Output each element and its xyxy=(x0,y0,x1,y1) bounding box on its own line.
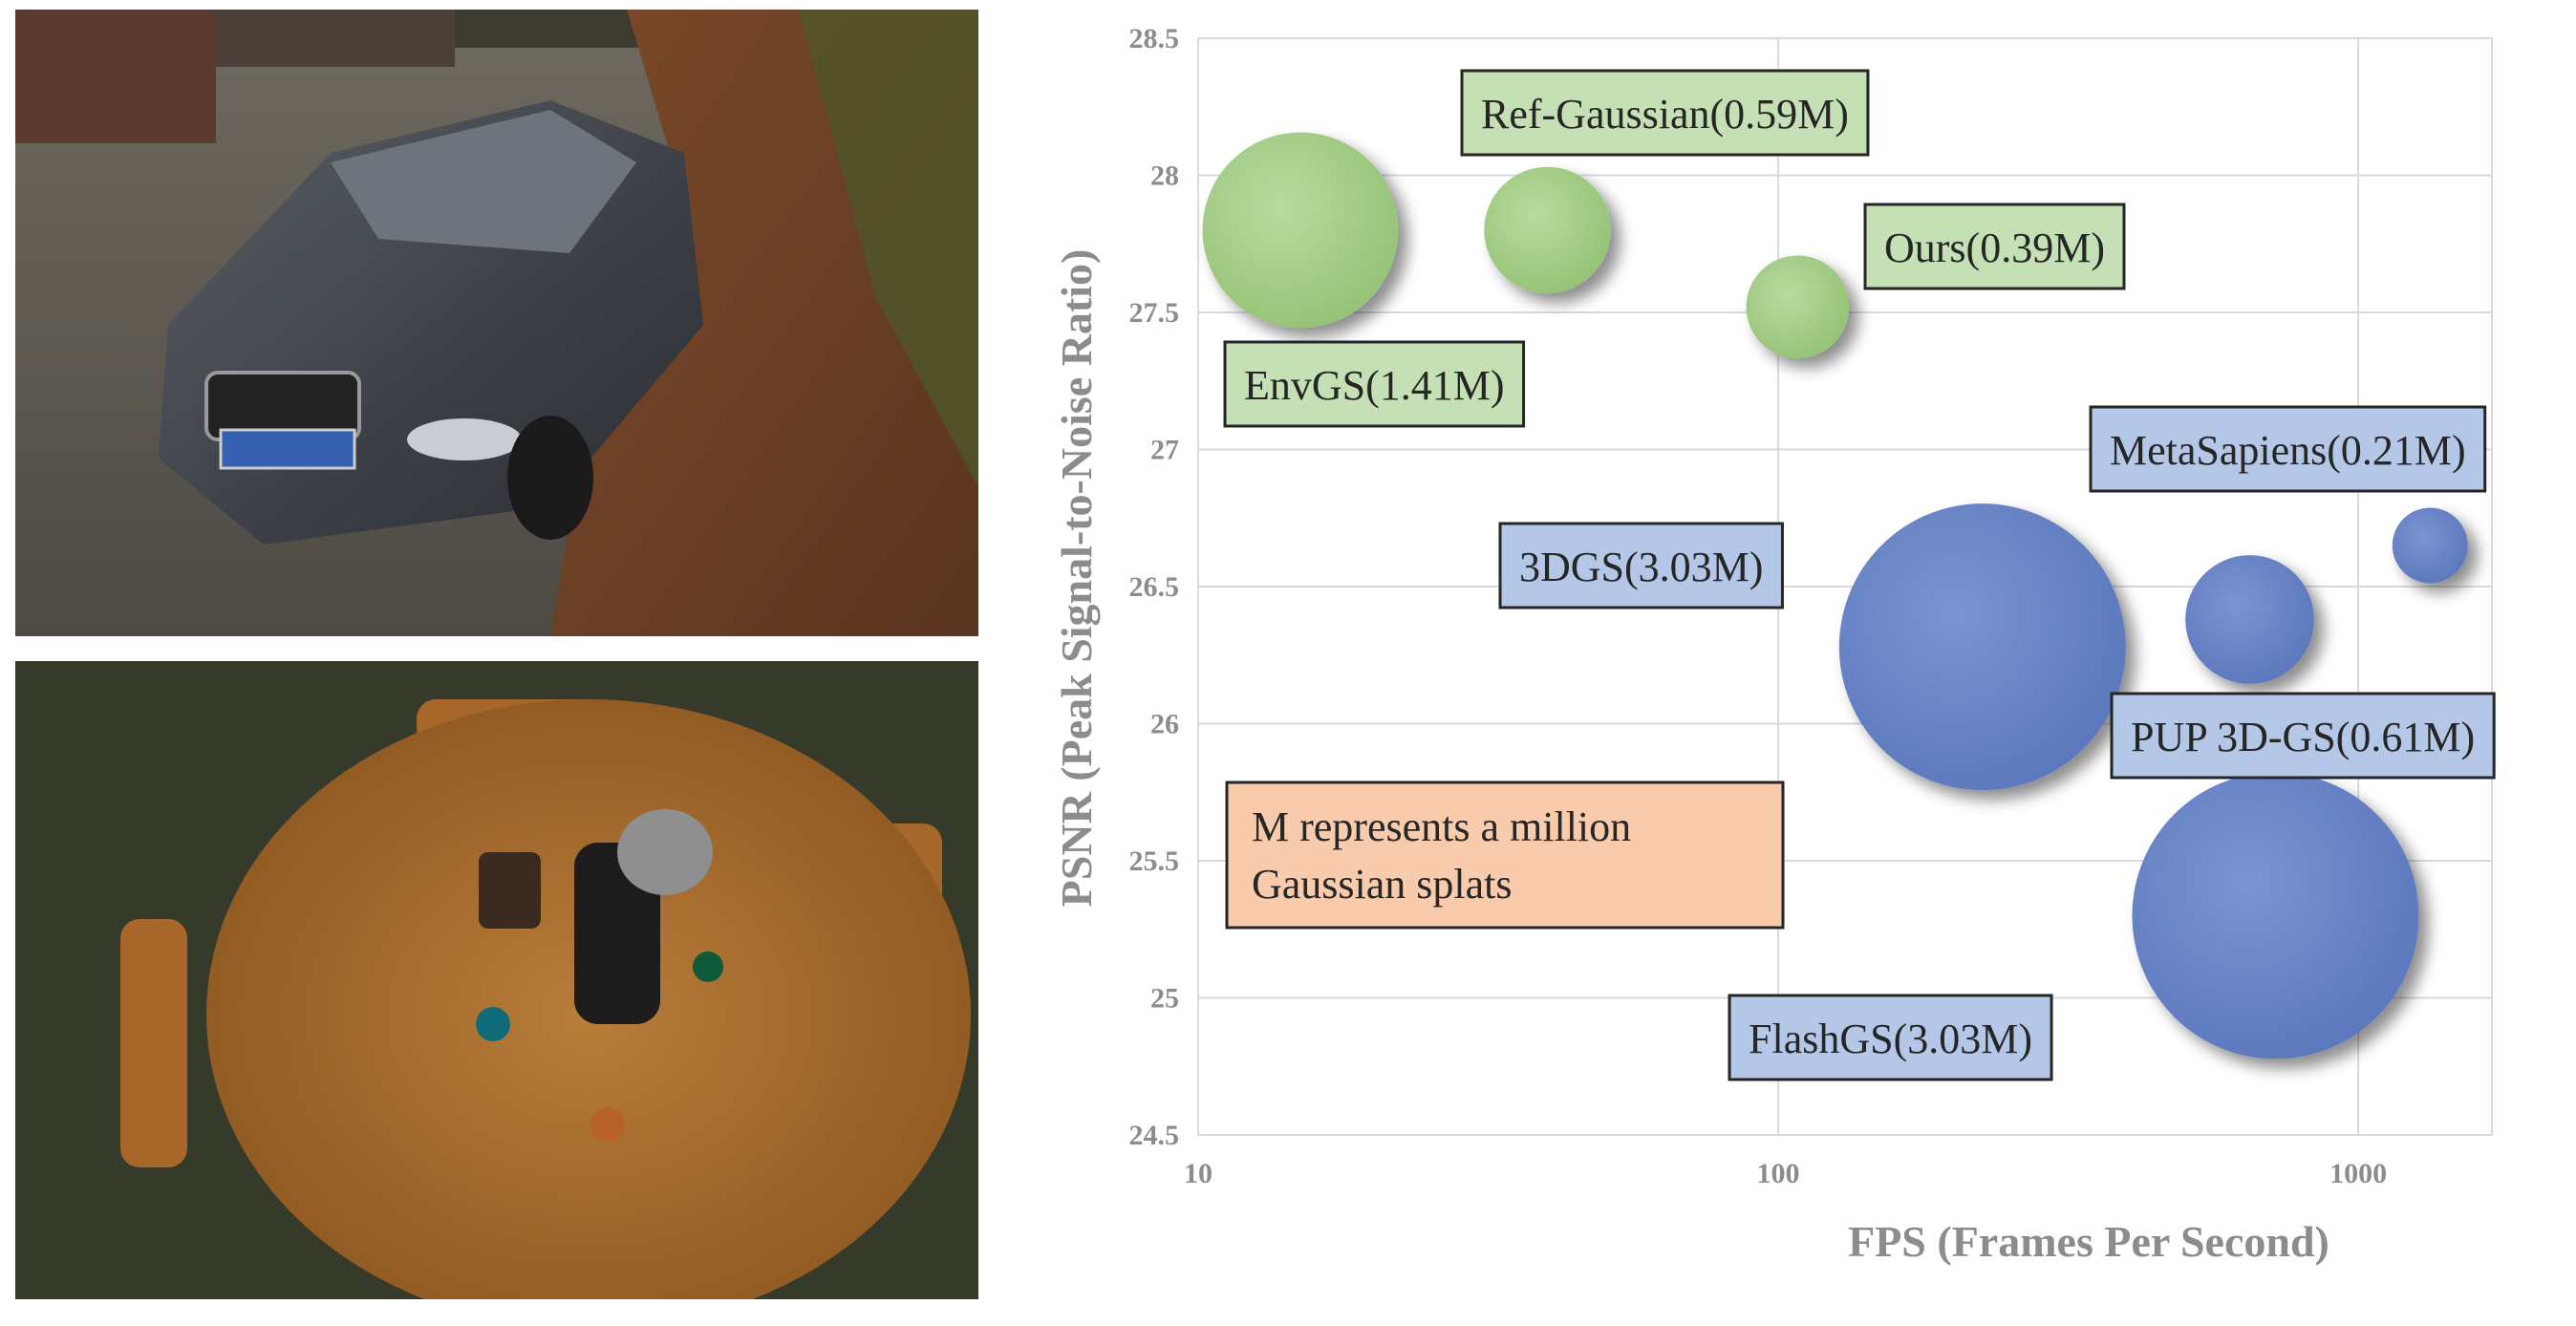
bubble-label: EnvGS(1.41M) xyxy=(1244,362,1505,409)
label-box-background xyxy=(2110,692,2496,780)
x-tick-label: 1000 xyxy=(2329,1158,2387,1189)
label-box-background xyxy=(1223,340,1526,428)
bubble-label-box: Ref-Gaussian(0.59M) xyxy=(1460,69,1870,157)
bubble-label-box: FlashGS(3.03M) xyxy=(1728,994,2053,1081)
bubble-point xyxy=(1746,255,1850,359)
bubble-label: PUP 3D-GS(0.61M) xyxy=(2131,714,2475,760)
y-axis-title: PSNR (Peak Signal-to-Noise Ratio) xyxy=(1052,249,1101,908)
y-tick-label: 24.5 xyxy=(1129,1120,1180,1151)
bubble-label-box: PUP 3D-GS(0.61M) xyxy=(2110,692,2496,780)
label-layer: EnvGS(1.41M) Ref-Gaussian(0.59M) Ours(0.39… xyxy=(1223,69,2496,1081)
axis-layer: 24.5 25 25.5 26 26.5 27 27.5 28 28.5 10 100 1000 xyxy=(1129,23,2388,1189)
table-photo xyxy=(15,661,978,1299)
bubble-point xyxy=(2132,772,2419,1059)
x-tick-label: 10 xyxy=(1184,1158,1213,1189)
bubble-point xyxy=(1838,503,2126,791)
bubble-layer xyxy=(1202,132,2468,1059)
chart-svg: 24.5 25 25.5 26 26.5 27 27.5 28 28.5 10 100 1000 En… xyxy=(1052,23,2496,1266)
car-photo xyxy=(15,10,978,636)
label-box-background xyxy=(1498,522,1784,610)
bubble-chart: 24.5 25 25.5 26 26.5 27 27.5 28 28.5 10 100 1000 En… xyxy=(984,0,2576,1326)
bubble-label: Ref-Gaussian(0.59M) xyxy=(1481,91,1849,138)
bubble-label-box: EnvGS(1.41M) xyxy=(1223,340,1526,428)
y-tick-label: 26.5 xyxy=(1129,571,1180,603)
y-tick-label: 26 xyxy=(1150,709,1179,740)
y-tick-label: 28 xyxy=(1150,160,1179,192)
bubble-label-box: MetaSapiens(0.21M) xyxy=(2089,405,2487,493)
bubble-point xyxy=(2392,507,2468,584)
bubble-label-box: Ours(0.39M) xyxy=(1863,203,2126,290)
bubble-label: MetaSapiens(0.21M) xyxy=(2110,427,2466,474)
y-tick-label: 27.5 xyxy=(1129,297,1180,329)
label-box-background xyxy=(2089,405,2487,493)
annotation-note: M represents a million Gaussian splats xyxy=(1225,781,1785,930)
bubble-point xyxy=(2185,555,2314,684)
y-tick-label: 28.5 xyxy=(1129,23,1180,54)
note-line-1: M represents a million xyxy=(1252,803,1631,850)
x-axis-title: FPS (Frames Per Second) xyxy=(1848,1217,2329,1266)
note-line-2: Gaussian splats xyxy=(1252,861,1513,908)
bubble-point xyxy=(1484,166,1611,294)
y-tick-label: 25 xyxy=(1150,983,1179,1015)
bubble-point xyxy=(1202,132,1399,329)
bubble-label-box: 3DGS(3.03M) xyxy=(1498,522,1784,610)
y-tick-label: 25.5 xyxy=(1129,845,1180,877)
bubble-label: 3DGS(3.03M) xyxy=(1519,544,1763,590)
label-box-background xyxy=(1863,203,2126,290)
bubble-label: FlashGS(3.03M) xyxy=(1749,1016,2032,1062)
bubble-label: Ours(0.39M) xyxy=(1884,225,2105,271)
label-box-background xyxy=(1728,994,2053,1081)
y-tick-label: 27 xyxy=(1150,435,1179,466)
label-box-background xyxy=(1460,69,1870,157)
x-tick-label: 100 xyxy=(1757,1158,1800,1189)
